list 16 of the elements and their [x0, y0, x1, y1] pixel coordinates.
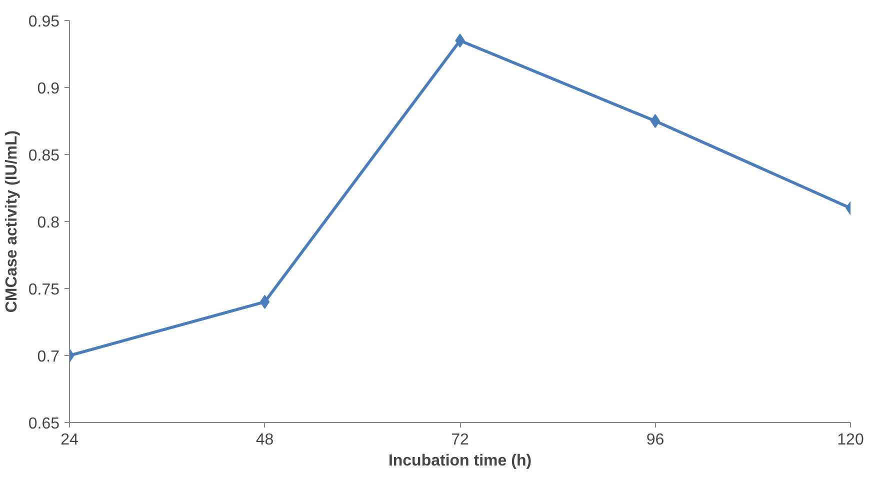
y-tick-label: 0.75: [28, 282, 60, 298]
x-tick-label: 72: [451, 432, 469, 448]
y-tick-label: 0.65: [28, 416, 60, 432]
x-tick-label: 48: [256, 432, 274, 448]
y-tick-label: 0.7: [37, 348, 60, 366]
y-tick-label: 0.8: [37, 214, 60, 232]
point: [650, 114, 660, 128]
x-tick-label: 120: [837, 432, 864, 448]
y-axis-title: CMCase activity (IU/mL): [3, 130, 20, 313]
y-tick-label: 0.95: [28, 14, 60, 30]
x-axis-title: Incubation time (h): [388, 452, 532, 470]
point: [260, 294, 270, 309]
x-tick-label: 24: [60, 432, 78, 448]
x-tick-label: 96: [646, 432, 664, 448]
y-tick-label: 0.9: [37, 80, 60, 98]
y-tick-label: 0.85: [28, 148, 60, 164]
